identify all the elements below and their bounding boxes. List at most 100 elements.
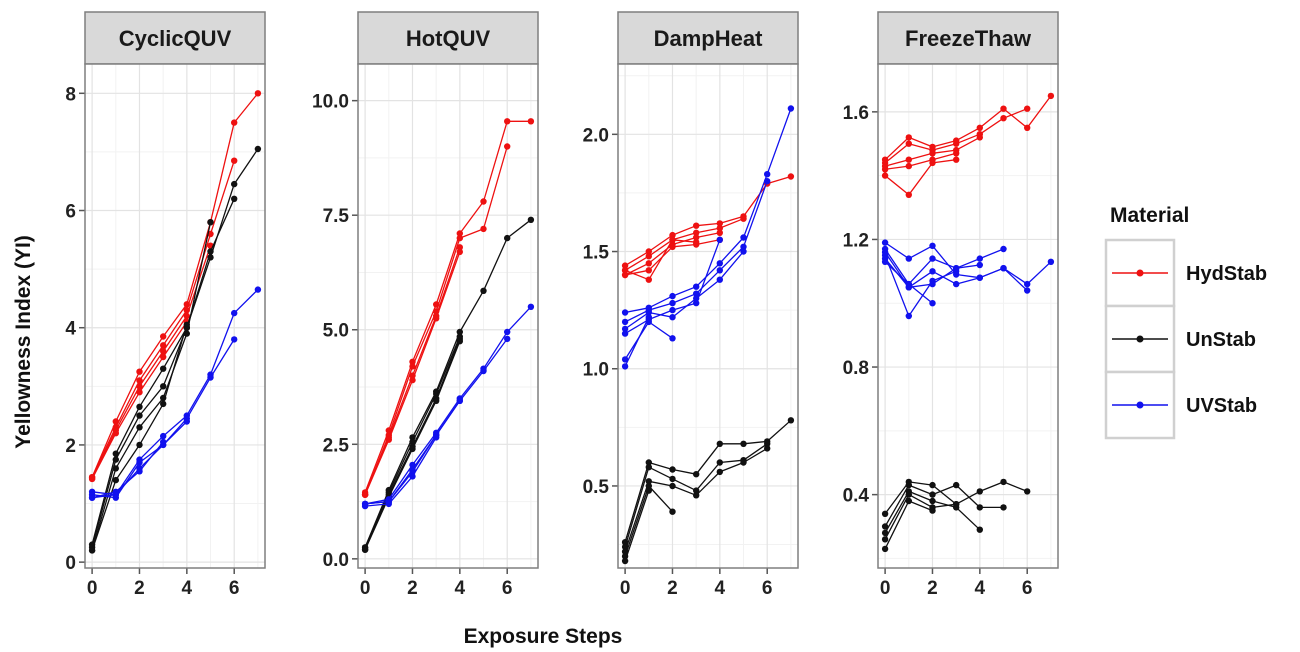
- data-point-unstab: [881, 510, 889, 517]
- data-point-uvstab: [669, 335, 676, 342]
- legend-key-point: [1136, 335, 1144, 343]
- data-point-hydstab: [160, 348, 167, 355]
- data-point-unstab: [953, 481, 960, 489]
- x-tick-label: 2: [667, 578, 678, 599]
- data-point-hydstab: [645, 267, 652, 274]
- data-point-uvstab: [621, 330, 629, 337]
- series-line-hydstab: [624, 218, 744, 271]
- data-point-unstab: [136, 441, 143, 449]
- data-point-unstab: [231, 195, 238, 202]
- data-point-hydstab: [976, 134, 983, 141]
- data-point-unstab: [361, 546, 369, 553]
- data-point-hydstab: [456, 230, 463, 237]
- data-point-uvstab: [385, 500, 392, 508]
- x-tick-label: 0: [880, 578, 891, 599]
- data-point-uvstab: [953, 280, 960, 288]
- data-point-unstab: [1023, 488, 1031, 495]
- data-point-unstab: [645, 482, 652, 490]
- data-point-hydstab: [409, 376, 416, 384]
- data-point-uvstab: [1000, 265, 1007, 272]
- data-point-hydstab: [881, 166, 889, 173]
- data-point-hydstab: [905, 140, 912, 147]
- data-point-hydstab: [669, 231, 676, 239]
- data-point-unstab: [764, 440, 771, 447]
- x-tick-label: 2: [407, 578, 418, 599]
- series-line-hydstab: [624, 239, 697, 281]
- data-point-uvstab: [764, 178, 771, 185]
- data-point-uvstab: [929, 280, 936, 288]
- data-point-unstab: [254, 145, 262, 153]
- legend-item-unstab: UnStab: [1104, 304, 1256, 374]
- data-point-unstab: [669, 466, 676, 473]
- data-point-unstab: [953, 501, 960, 508]
- legend-label: UVStab: [1186, 395, 1257, 417]
- data-point-hydstab: [136, 383, 143, 390]
- data-point-hydstab: [136, 377, 143, 384]
- data-point-unstab: [716, 459, 723, 466]
- data-point-unstab: [504, 234, 511, 242]
- data-point-unstab: [527, 216, 535, 223]
- data-point-hydstab: [621, 262, 629, 269]
- y-axis-title: Yellowness Index (YI): [12, 235, 35, 449]
- data-point-uvstab: [905, 280, 912, 288]
- series-line-hydstab: [884, 159, 957, 196]
- data-point-uvstab: [905, 312, 912, 320]
- data-point-uvstab: [231, 336, 238, 343]
- data-point-unstab: [183, 321, 190, 328]
- data-point-hydstab: [1047, 92, 1055, 100]
- data-point-hydstab: [740, 215, 747, 222]
- data-point-hydstab: [693, 239, 700, 246]
- facet-strip-label: CyclicQUV: [119, 26, 232, 51]
- data-point-uvstab: [929, 268, 936, 275]
- data-point-hydstab: [716, 229, 723, 236]
- data-point-hydstab: [953, 150, 960, 157]
- data-point-uvstab: [207, 374, 214, 381]
- data-point-unstab: [112, 476, 120, 484]
- data-point-hydstab: [905, 191, 912, 198]
- data-point-uvstab: [160, 432, 167, 440]
- data-point-uvstab: [976, 274, 983, 281]
- data-point-uvstab: [433, 434, 440, 441]
- data-point-unstab: [976, 504, 983, 511]
- data-point-unstab: [645, 487, 652, 494]
- data-point-unstab: [160, 365, 167, 372]
- data-point-hydstab: [929, 159, 936, 167]
- x-tick-label: 2: [134, 578, 145, 599]
- data-point-unstab: [136, 412, 143, 419]
- series-line-hydstab: [91, 92, 259, 478]
- data-point-hydstab: [976, 124, 983, 131]
- data-point-uvstab: [929, 300, 936, 307]
- data-point-uvstab: [976, 255, 983, 262]
- data-point-uvstab: [669, 299, 676, 307]
- data-point-hydstab: [645, 276, 652, 283]
- data-point-hydstab: [160, 342, 167, 349]
- data-point-hydstab: [504, 143, 511, 150]
- y-tick-label: 2: [65, 436, 76, 457]
- data-point-uvstab: [693, 283, 700, 290]
- data-point-uvstab: [480, 367, 487, 375]
- data-point-unstab: [929, 491, 936, 498]
- data-point-unstab: [1000, 504, 1007, 511]
- data-point-hydstab: [1023, 124, 1031, 131]
- data-point-unstab: [764, 445, 771, 452]
- data-point-hydstab: [1023, 105, 1031, 112]
- data-point-unstab: [929, 481, 936, 489]
- panel-border: [877, 63, 1059, 569]
- panel-border: [357, 63, 539, 569]
- data-point-unstab: [88, 547, 96, 554]
- panel-border: [84, 63, 266, 569]
- data-point-hydstab: [480, 198, 487, 205]
- data-point-hydstab: [693, 234, 700, 241]
- data-point-uvstab: [621, 363, 629, 370]
- data-point-hydstab: [716, 224, 723, 232]
- data-point-hydstab: [361, 491, 369, 498]
- series-line-hydstab: [364, 120, 531, 493]
- data-point-hydstab: [231, 119, 238, 126]
- data-point-uvstab: [621, 356, 629, 363]
- data-point-uvstab: [693, 299, 700, 307]
- y-tick-label: 0: [65, 553, 76, 574]
- x-tick-label: 4: [715, 578, 726, 599]
- data-point-unstab: [433, 397, 440, 404]
- data-point-unstab: [645, 464, 652, 471]
